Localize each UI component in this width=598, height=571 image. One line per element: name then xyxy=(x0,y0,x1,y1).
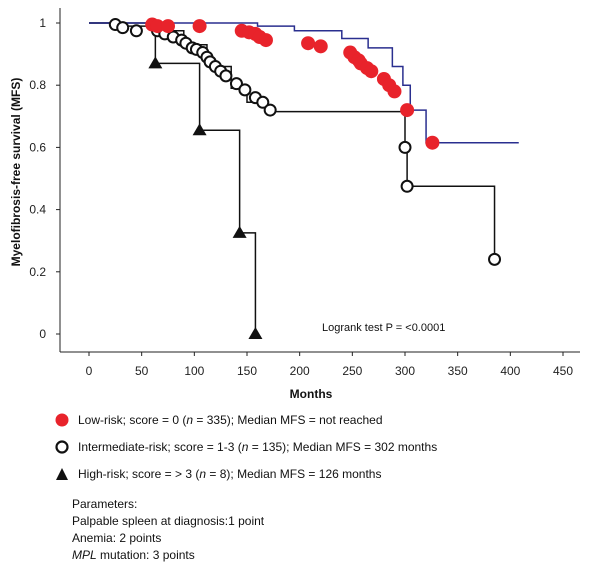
marker-intermediate xyxy=(219,69,233,83)
marker-intermediate xyxy=(229,77,243,91)
marker-low xyxy=(425,135,440,150)
marker-low xyxy=(192,19,207,34)
legend-item-low: Low-risk; score = 0 (n = 335); Median MF… xyxy=(54,406,437,433)
parameters-box: Parameters: Palpable spleen at diagnosis… xyxy=(72,496,264,564)
legend-text-low: Low-risk; score = 0 (n = 335); Median MF… xyxy=(78,412,383,427)
y-tick-label: 0.8 xyxy=(29,78,46,92)
parameter-spleen: Palpable spleen at diagnosis:1 point xyxy=(72,514,265,528)
marker-low xyxy=(150,19,165,34)
y-tick-label: 0.6 xyxy=(29,140,46,154)
x-tick-label: 450 xyxy=(553,364,573,378)
marker-low xyxy=(387,84,402,99)
survival-chart: Myelofibrosis-free survival (MFS) Months… xyxy=(9,8,580,401)
marker-intermediate xyxy=(263,103,277,117)
marker-high xyxy=(232,225,247,238)
marker-low xyxy=(364,64,379,79)
legend-text-high: High-risk; score = > 3 (n = 8); Median M… xyxy=(78,466,382,481)
marker-intermediate xyxy=(238,83,252,97)
marker-intermediate xyxy=(400,179,414,193)
marker-low xyxy=(400,103,415,118)
y-axis-title: Myelofibrosis-free survival (MFS) xyxy=(9,78,23,267)
open-circle-icon xyxy=(55,439,69,454)
legend-item-intermediate: Intermediate-risk; score = 1-3 (n = 135)… xyxy=(54,433,437,460)
x-axis-title: Months xyxy=(290,387,333,401)
marker-intermediate xyxy=(129,24,143,38)
filled-triangle-icon xyxy=(56,467,68,480)
logrank-annotation: Logrank test P = <0.0001 xyxy=(322,322,445,334)
marker-intermediate xyxy=(398,140,412,154)
x-tick-label: 100 xyxy=(184,364,204,378)
marker-intermediate xyxy=(116,21,130,35)
parameter-anemia: Anemia: 2 points xyxy=(72,531,162,545)
marker-high xyxy=(248,327,263,339)
marker-low xyxy=(258,33,273,48)
marker-intermediate xyxy=(256,95,270,109)
marker-intermediate xyxy=(488,252,502,266)
x-tick-label: 0 xyxy=(86,364,93,378)
x-tick-label: 400 xyxy=(500,364,520,378)
legend-text-intermediate: Intermediate-risk; score = 1-3 (n = 135)… xyxy=(78,439,438,454)
x-tick-label: 200 xyxy=(290,364,310,378)
x-tick-label: 150 xyxy=(237,364,257,378)
y-tick-label: 0 xyxy=(39,327,46,341)
parameter-mpl: MPL mutation: 3 points xyxy=(72,548,195,562)
y-tick-label: 0.4 xyxy=(29,203,46,217)
x-tick-label: 250 xyxy=(342,364,362,378)
parameters-title: Parameters: xyxy=(72,497,138,511)
marker-low xyxy=(313,39,328,54)
x-tick-label: 50 xyxy=(135,364,149,378)
y-tick-label: 0.2 xyxy=(29,265,46,279)
legend: Low-risk; score = 0 (n = 335); Median MF… xyxy=(54,406,437,487)
marker-low xyxy=(161,19,175,34)
marker-high xyxy=(148,56,163,69)
x-tick-label: 350 xyxy=(448,364,468,378)
marker-low xyxy=(301,36,316,51)
red-filled-circle-icon xyxy=(55,413,69,426)
legend-item-high: High-risk; score = > 3 (n = 8); Median M… xyxy=(54,460,437,487)
marker-high xyxy=(192,123,207,136)
x-tick-label: 300 xyxy=(395,364,415,378)
y-tick-label: 1 xyxy=(39,16,46,30)
